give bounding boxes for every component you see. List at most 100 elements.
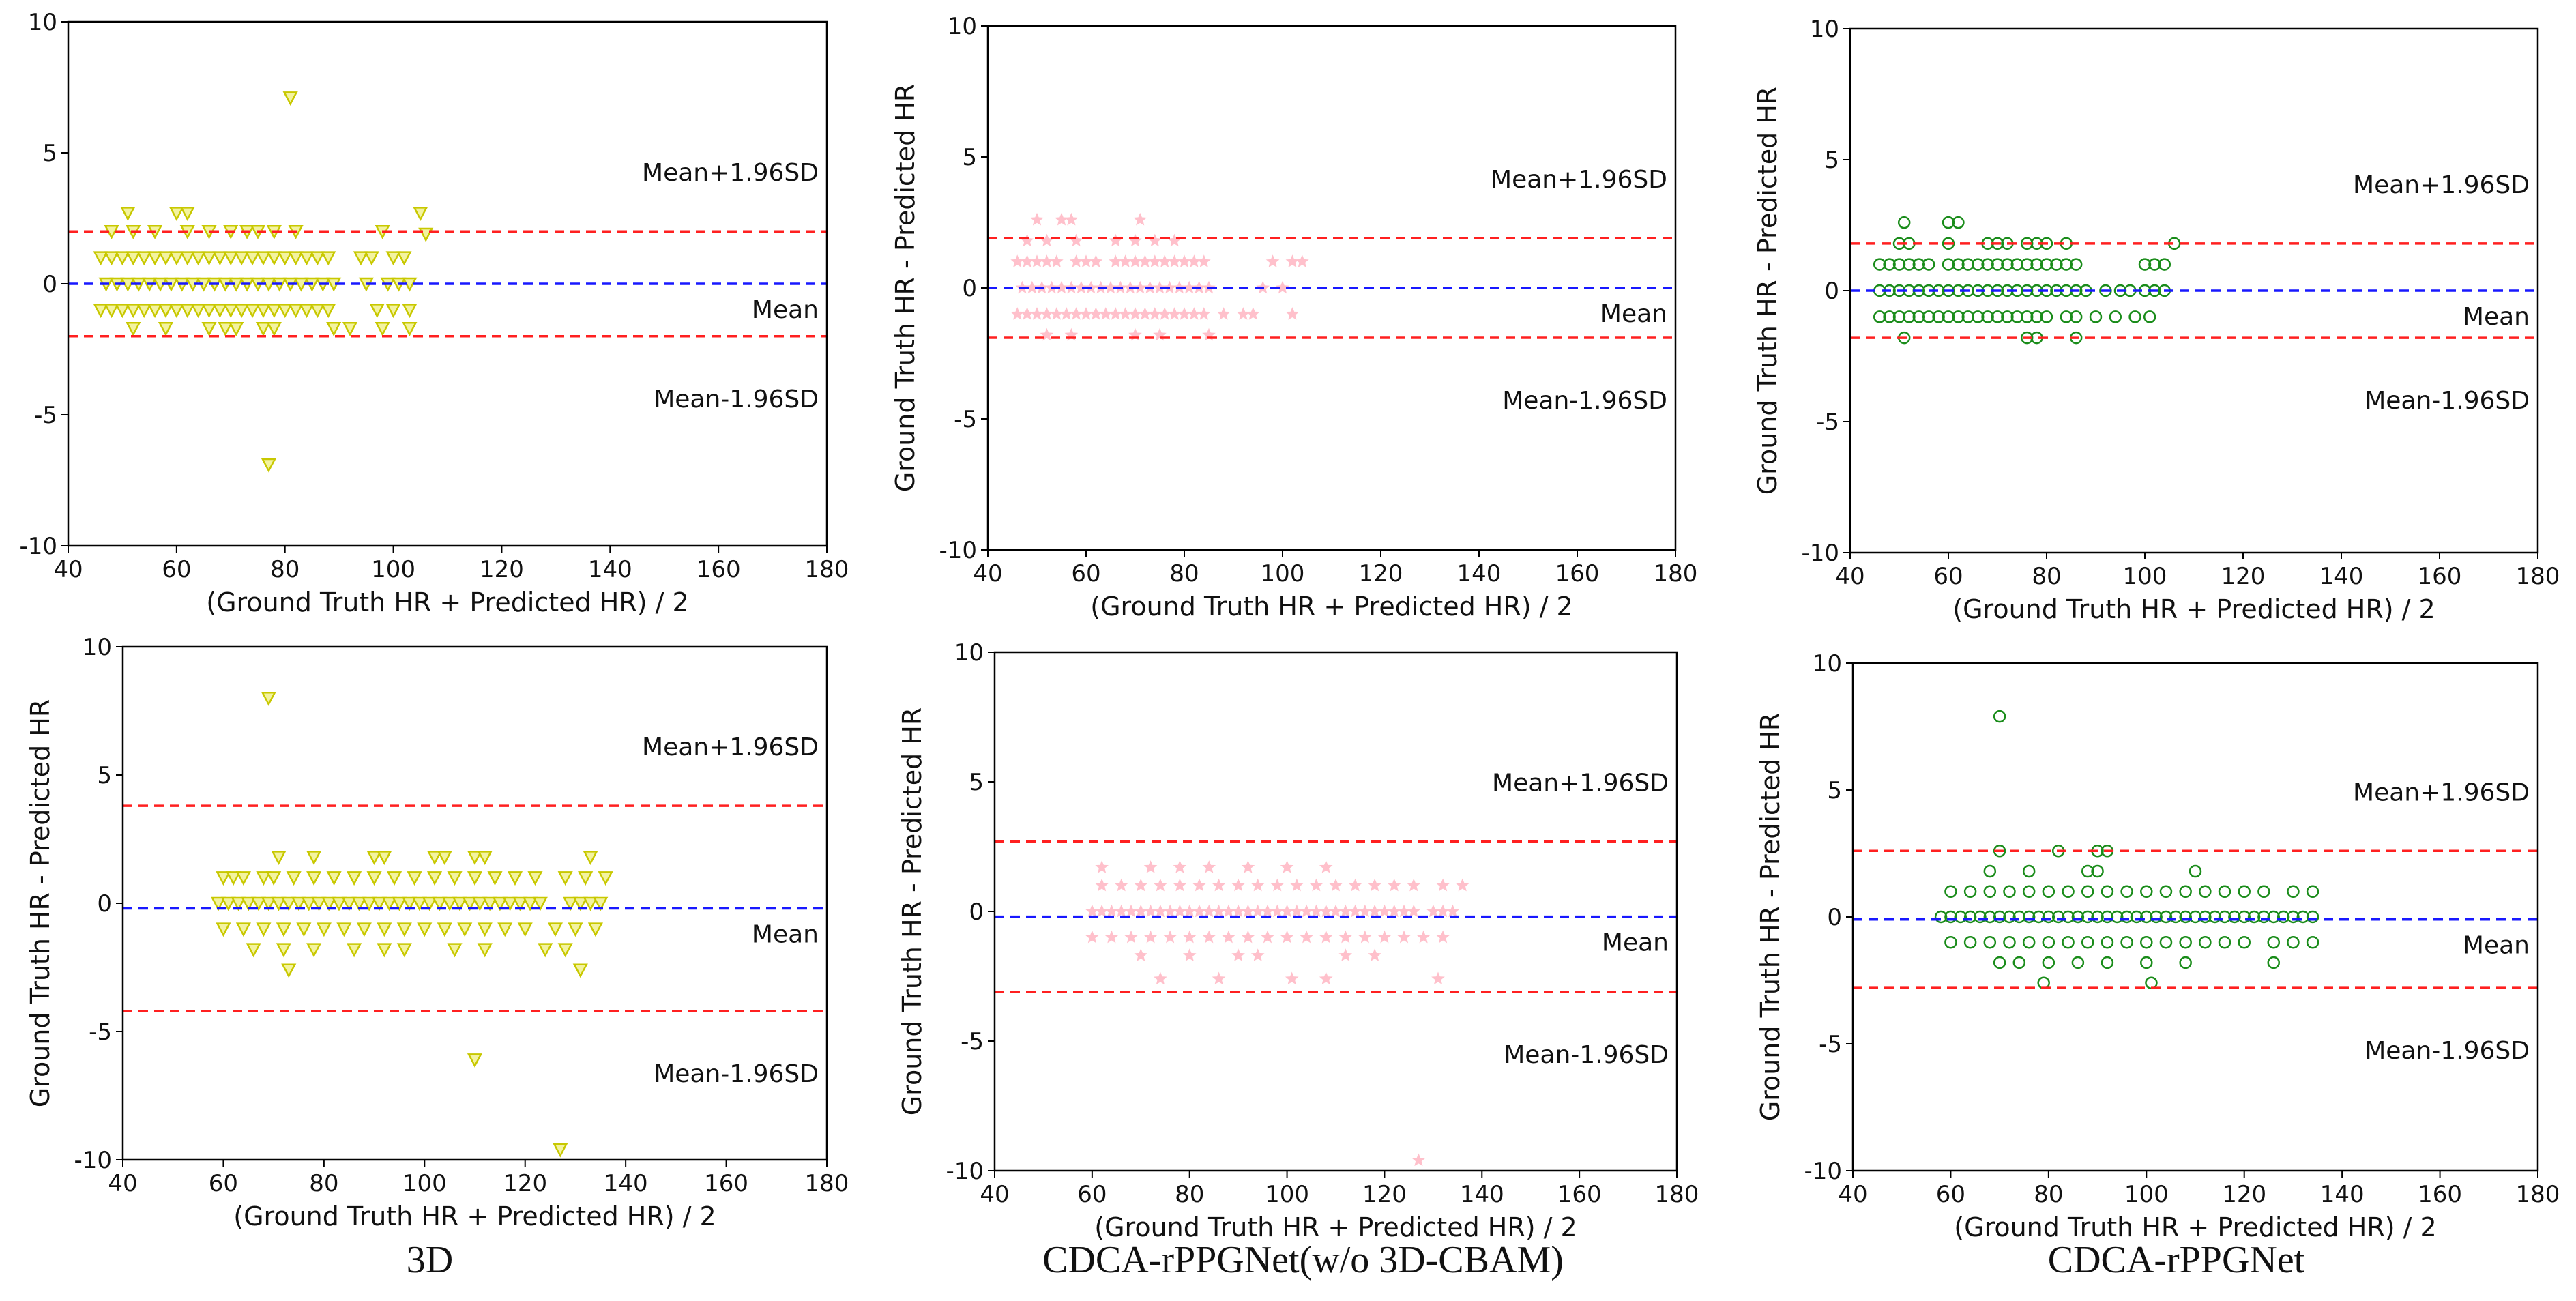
data-point (1020, 233, 1034, 247)
data-point (1892, 310, 1906, 323)
data-point (2081, 885, 2094, 898)
data-point (250, 896, 267, 911)
data-point (364, 251, 379, 266)
data-point (1147, 254, 1162, 267)
data-point (2071, 956, 2085, 969)
data-point (255, 251, 272, 266)
lower-limit-label: Mean-1.96SD (2365, 387, 2530, 415)
y-tick-label: -10 (939, 537, 977, 564)
data-point (255, 304, 272, 319)
data-point (1118, 307, 1132, 320)
data-point (572, 963, 588, 978)
x-tick-label: 80 (1175, 1181, 1204, 1208)
upper-limit-label: Mean+1.96SD (2353, 171, 2530, 199)
data-point (1064, 212, 1079, 226)
data-point (2051, 910, 2065, 924)
y-tick-label: 5 (1827, 777, 1842, 804)
data-point (1154, 878, 1167, 892)
data-point (158, 322, 174, 336)
x-tick-label: 120 (1362, 1181, 1407, 1208)
y-tick-label: 5 (962, 144, 977, 171)
data-point (1295, 254, 1309, 267)
data-point (1912, 310, 1926, 323)
x-tick-label: 160 (704, 1170, 748, 1197)
data-point (487, 871, 503, 886)
data-point (1163, 930, 1177, 944)
data-point (126, 304, 141, 319)
data-point (411, 896, 427, 911)
x-tick-label: 140 (2319, 563, 2364, 590)
data-point (266, 322, 282, 336)
data-point (1250, 878, 1265, 892)
data-point (2042, 885, 2055, 898)
data-point (1319, 860, 1333, 873)
data-point (2120, 885, 2133, 898)
data-point (1231, 948, 1245, 961)
x-tick-label: 100 (371, 556, 415, 583)
data-point (1030, 212, 1044, 226)
data-point (2179, 885, 2192, 898)
data-point (2140, 910, 2153, 924)
y-tick-label: -5 (1819, 1031, 1842, 1058)
data-point (413, 207, 428, 221)
data-point (1993, 710, 2006, 723)
data-point (2130, 910, 2143, 924)
data-point (512, 896, 528, 911)
data-point (1329, 904, 1343, 918)
data-point (356, 922, 372, 937)
data-point (2277, 910, 2290, 924)
data-point (2089, 310, 2103, 323)
data-point (93, 251, 108, 266)
data-point (2257, 910, 2270, 924)
data-point (2199, 910, 2212, 924)
data-point (1971, 258, 1985, 271)
data-point (568, 922, 583, 937)
lower-limit-label: Mean-1.96SD (2365, 1037, 2530, 1065)
data-point (1187, 254, 1201, 267)
data-point (1147, 233, 1162, 247)
data-point (1407, 878, 1421, 892)
data-point (2158, 258, 2171, 271)
data-point (1983, 910, 1997, 924)
data-point (583, 851, 598, 865)
data-point (331, 896, 347, 911)
data-point (1192, 878, 1206, 892)
data-point (291, 896, 307, 911)
data-point (2022, 910, 2036, 924)
data-point (104, 304, 119, 319)
data-point (1377, 930, 1392, 944)
data-point (179, 304, 195, 319)
data-point (1143, 904, 1158, 918)
data-point (578, 871, 594, 886)
data-point (212, 304, 228, 319)
data-point (1368, 948, 1381, 961)
data-point (1182, 904, 1197, 918)
data-point (2257, 885, 2270, 898)
data-point (2069, 310, 2083, 323)
data-point (1128, 307, 1142, 320)
data-point (2030, 258, 2043, 271)
data-point (2120, 935, 2133, 949)
data-point (1892, 258, 1906, 271)
data-point (1079, 254, 1093, 267)
data-point (246, 943, 261, 958)
data-point (2012, 910, 2026, 924)
data-point (1944, 910, 1957, 924)
x-tick-label: 180 (1655, 1181, 1699, 1208)
data-point (93, 304, 108, 319)
data-point (377, 943, 392, 958)
data-point (2120, 910, 2133, 924)
data-point (2071, 910, 2085, 924)
data-point (2020, 331, 2034, 345)
data-point (1407, 904, 1421, 918)
data-point (261, 691, 276, 706)
data-point (1089, 254, 1103, 267)
data-point (1173, 860, 1187, 873)
data-point (396, 251, 412, 266)
data-point (2010, 258, 2024, 271)
data-point (231, 896, 246, 911)
data-point (2091, 910, 2104, 924)
x-tick-label: 40 (1835, 563, 1864, 590)
data-point (1241, 904, 1255, 918)
